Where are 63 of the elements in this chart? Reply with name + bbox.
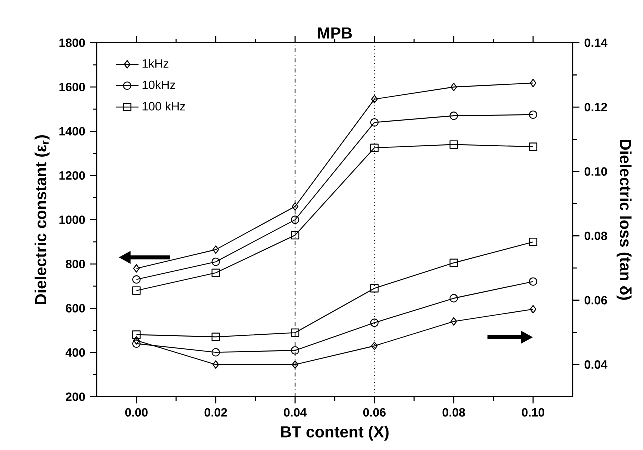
y-tick-label: 1600 bbox=[60, 82, 86, 92]
point bbox=[133, 264, 140, 273]
y-axis-title: Dielectric constant (ε$_{r}$) bbox=[34, 135, 50, 304]
point bbox=[291, 216, 300, 224]
point bbox=[450, 140, 458, 149]
point bbox=[370, 118, 379, 127]
point bbox=[132, 286, 141, 295]
point bbox=[370, 284, 379, 293]
point bbox=[450, 112, 458, 120]
y-tick-label: 400 bbox=[66, 348, 86, 357]
point bbox=[370, 318, 379, 328]
x-tick-label: 0.06 bbox=[363, 408, 386, 417]
y-tick-label: 600 bbox=[66, 304, 86, 313]
point bbox=[291, 346, 300, 355]
y-tick-label: 1000 bbox=[60, 216, 86, 224]
point bbox=[530, 79, 537, 88]
y-tick-label: 200 bbox=[66, 392, 86, 402]
y-tick-label: 800 bbox=[66, 260, 86, 268]
point bbox=[292, 202, 299, 211]
point bbox=[530, 305, 537, 314]
x-tick-label: 0.08 bbox=[442, 408, 466, 417]
y2-tick-label: 0.08 bbox=[584, 232, 608, 240]
point bbox=[132, 276, 141, 284]
point bbox=[132, 340, 141, 348]
point bbox=[212, 246, 220, 254]
y-tick-label: 1200 bbox=[60, 171, 86, 180]
y2-tick-label: 0.04 bbox=[584, 360, 608, 370]
point bbox=[212, 348, 220, 357]
point bbox=[212, 258, 220, 266]
point bbox=[529, 238, 538, 246]
y2-tick-label: 0.06 bbox=[584, 296, 608, 305]
x-tick-label: 0.10 bbox=[522, 408, 545, 417]
point bbox=[291, 231, 300, 240]
point bbox=[450, 294, 458, 303]
y2-tick-label: 0.14 bbox=[584, 38, 608, 48]
legend-label: 1kHz bbox=[142, 59, 169, 68]
point bbox=[371, 95, 378, 104]
y-tick-label: 1800 bbox=[60, 38, 86, 48]
point bbox=[371, 342, 378, 350]
y-tick-label: 1400 bbox=[60, 127, 86, 136]
point bbox=[529, 278, 538, 286]
x-tick-label: 0.04 bbox=[284, 408, 307, 417]
point bbox=[450, 317, 458, 326]
x-tick-label: 0.00 bbox=[125, 408, 148, 417]
point bbox=[529, 142, 538, 152]
point bbox=[450, 258, 458, 268]
x-tick-label: 0.02 bbox=[204, 408, 228, 417]
point bbox=[132, 330, 141, 340]
y2-tick-label: 0.12 bbox=[584, 103, 608, 112]
point bbox=[212, 268, 220, 278]
text: MPB bbox=[318, 28, 352, 39]
y2-axis-title: Dielectric loss (tan δ) bbox=[616, 140, 632, 300]
legend-label: 10kHz bbox=[142, 80, 176, 90]
point bbox=[212, 332, 220, 342]
point bbox=[370, 144, 379, 152]
point bbox=[212, 360, 220, 370]
point bbox=[450, 83, 458, 92]
point bbox=[529, 110, 538, 120]
x-axis-title: BT content (X) bbox=[281, 426, 389, 441]
y2-tick-label: 0.10 bbox=[584, 167, 608, 176]
legend-label: 100 kHz bbox=[142, 102, 186, 111]
point bbox=[292, 360, 299, 370]
point bbox=[291, 328, 300, 338]
